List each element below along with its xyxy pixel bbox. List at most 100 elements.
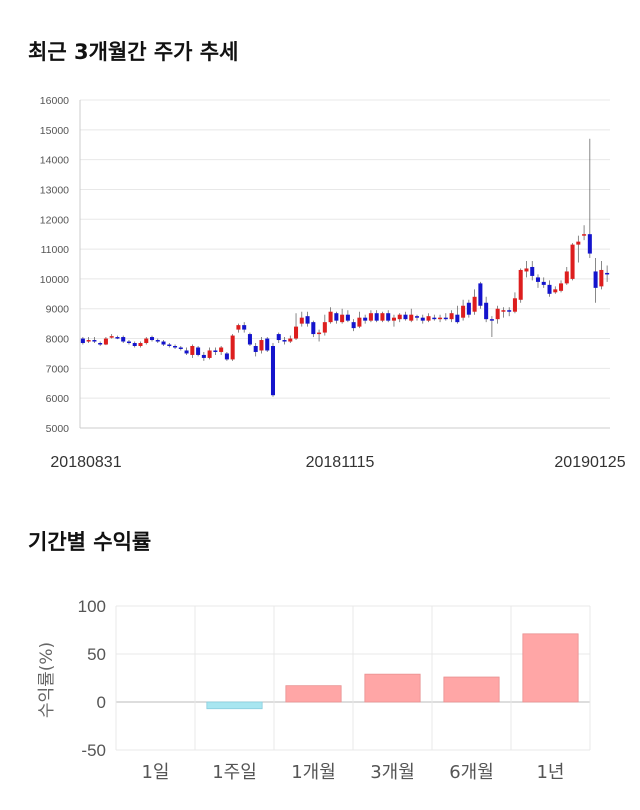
candle-body — [288, 338, 293, 342]
returns-bar — [443, 676, 500, 703]
candle-y-tick: 13000 — [40, 184, 69, 196]
candle-body — [582, 234, 587, 236]
candle-body — [144, 338, 149, 344]
candle-body — [167, 344, 172, 347]
candle-y-tick: 16000 — [40, 95, 69, 107]
candle-body — [559, 283, 564, 291]
candle-body — [351, 322, 356, 329]
candle-y-tick: 11000 — [41, 244, 70, 256]
candle-body — [103, 338, 108, 345]
candle-body — [311, 322, 316, 335]
candle-body — [282, 340, 287, 342]
candle-body — [380, 313, 385, 321]
candle-body — [541, 281, 546, 285]
candle-body — [507, 310, 512, 312]
candle-body — [270, 346, 276, 396]
candle-body — [219, 347, 224, 352]
candle-body — [535, 277, 541, 282]
candle-body — [345, 314, 350, 321]
candle-body — [420, 317, 425, 321]
candle-body — [472, 296, 477, 312]
candle-body — [196, 347, 201, 355]
candle-body — [466, 302, 471, 315]
candle-body — [391, 317, 396, 321]
candle-body — [236, 325, 241, 330]
candle-body — [247, 334, 252, 345]
candle-body — [115, 337, 120, 339]
candle-y-tick: 8000 — [46, 334, 70, 346]
candlestick-chart: 16000 15000 14000 13000 12000 11000 10000 9000 8… — [40, 95, 626, 471]
candle-body — [299, 317, 304, 324]
candle-body — [489, 319, 494, 321]
candle-y-tick: 10000 — [40, 274, 69, 286]
candle-body — [570, 244, 575, 279]
candle-body — [340, 314, 345, 323]
candle-x-tick: 20190125 — [554, 454, 625, 471]
returns-bar — [285, 685, 342, 703]
candle-body — [121, 337, 126, 342]
candle-body — [161, 341, 166, 345]
returns-x-tick: 3개월 — [370, 762, 415, 783]
returns-x-tick: 6개월 — [449, 762, 494, 783]
candle-body — [155, 340, 160, 342]
candle-body — [201, 354, 206, 358]
candle-y-tick: 15000 — [40, 125, 69, 137]
candle-body — [495, 308, 500, 320]
candle-body — [461, 305, 466, 318]
candle-body — [547, 284, 552, 294]
candle-body — [386, 313, 391, 321]
candle-body — [109, 336, 114, 338]
candle-y-tick: 12000 — [40, 214, 69, 226]
returns-bar — [522, 633, 579, 703]
returns-y-axis-label: 수익률(%) — [37, 642, 57, 718]
candle-x-tick: 20181115 — [306, 454, 375, 471]
returns-x-tick: 1주일 — [212, 762, 257, 783]
candle-y-tick: 6000 — [46, 393, 70, 405]
candle-body — [259, 340, 264, 351]
candle-y-tick: 7000 — [46, 363, 70, 375]
candle-body — [92, 340, 97, 342]
returns-bar — [206, 701, 263, 710]
candle-body — [126, 341, 131, 344]
candle-body — [363, 317, 368, 321]
candle-body — [564, 271, 569, 284]
candle-body — [368, 313, 373, 321]
candle-x-tick: 20180831 — [50, 454, 121, 471]
candle-body — [403, 314, 408, 320]
candle-body — [438, 317, 443, 320]
candle-body — [397, 314, 402, 320]
candle-body — [478, 283, 483, 306]
candle-body — [328, 311, 333, 323]
returns-y-tick: 50 — [87, 645, 106, 664]
candle-body — [484, 302, 489, 320]
returns-x-tick: 1개월 — [291, 762, 336, 783]
candle-body — [455, 314, 460, 323]
returns-y-tick: -50 — [81, 741, 106, 760]
candle-body — [334, 313, 339, 321]
candle-body — [357, 317, 362, 327]
candle-body — [426, 316, 431, 321]
candle-body — [512, 298, 517, 312]
candle-body — [213, 350, 218, 352]
candle-body — [587, 234, 592, 254]
candle-body — [265, 338, 270, 351]
candle-body — [80, 338, 85, 344]
candle-body — [253, 346, 258, 352]
returns-y-tick: 0 — [97, 693, 106, 712]
candle-body — [501, 310, 506, 312]
candle-body — [178, 347, 183, 349]
candle-body — [524, 268, 529, 272]
candle-body — [184, 350, 189, 354]
candle-y-tick: 9000 — [46, 304, 70, 316]
candle-body — [322, 322, 327, 333]
candle-body — [605, 272, 610, 275]
returns-bar — [364, 673, 421, 703]
candle-body — [317, 332, 322, 335]
candle-body — [599, 269, 604, 287]
candle-body — [138, 343, 143, 346]
candle-body — [443, 317, 448, 320]
candle-body — [576, 241, 581, 245]
candle-body — [207, 350, 212, 358]
candle-body — [449, 313, 454, 320]
candle-body — [409, 314, 414, 321]
